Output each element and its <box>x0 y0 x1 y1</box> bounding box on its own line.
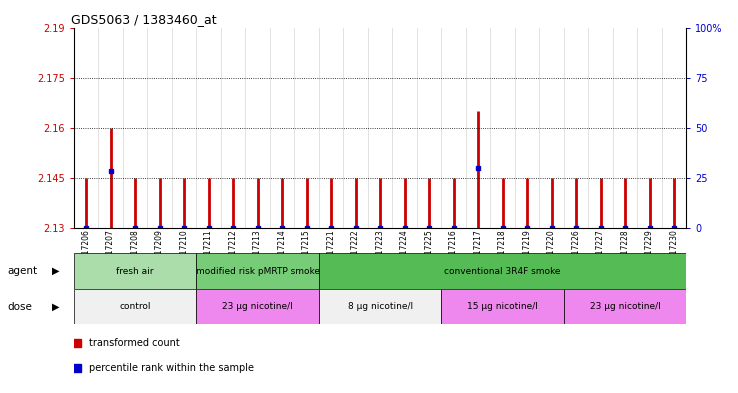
Bar <box>564 289 686 324</box>
Text: ▶: ▶ <box>52 266 59 276</box>
Text: 15 μg nicotine/l: 15 μg nicotine/l <box>467 302 538 311</box>
Text: conventional 3R4F smoke: conventional 3R4F smoke <box>444 267 561 275</box>
Text: transformed count: transformed count <box>89 338 180 348</box>
Bar <box>441 289 564 324</box>
Bar <box>319 289 441 324</box>
Text: percentile rank within the sample: percentile rank within the sample <box>89 364 254 373</box>
Bar <box>319 253 686 289</box>
Text: 23 μg nicotine/l: 23 μg nicotine/l <box>222 302 293 311</box>
Text: 8 μg nicotine/l: 8 μg nicotine/l <box>348 302 413 311</box>
Text: ▶: ▶ <box>52 301 59 312</box>
Bar <box>196 289 319 324</box>
Text: agent: agent <box>7 266 38 276</box>
Bar <box>74 253 196 289</box>
Text: fresh air: fresh air <box>117 267 154 275</box>
Text: control: control <box>120 302 151 311</box>
Text: modified risk pMRTP smoke: modified risk pMRTP smoke <box>196 267 320 275</box>
Text: 23 μg nicotine/l: 23 μg nicotine/l <box>590 302 661 311</box>
Bar <box>196 253 319 289</box>
Text: dose: dose <box>7 301 32 312</box>
Bar <box>74 289 196 324</box>
Text: GDS5063 / 1383460_at: GDS5063 / 1383460_at <box>71 13 216 26</box>
